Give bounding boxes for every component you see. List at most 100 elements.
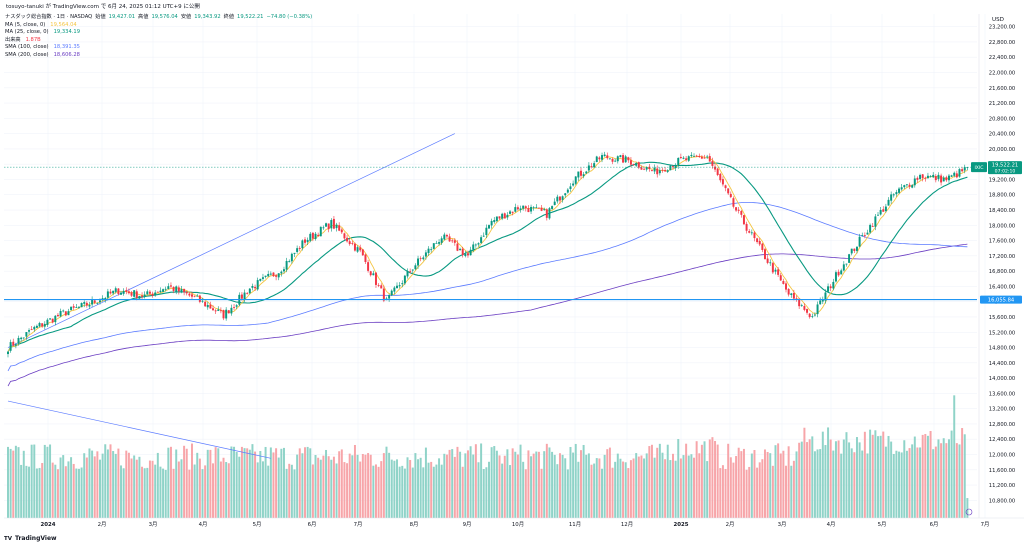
- volume-bar: [91, 450, 94, 518]
- candle-body: [201, 300, 204, 302]
- volume-bar: [346, 463, 349, 518]
- price-tick: 11,200.00: [989, 483, 1015, 489]
- candle-body: [141, 295, 144, 297]
- candle-body: [842, 264, 845, 271]
- legend-indicator-ma25[interactable]: MA (25, close, 0) 19,334.19: [5, 29, 312, 37]
- candle-body: [235, 305, 238, 307]
- candle-body: [20, 337, 23, 340]
- candle-body: [453, 240, 456, 243]
- candle-body: [503, 213, 506, 219]
- candle-body: [91, 299, 94, 305]
- candle-body: [206, 304, 209, 308]
- price-tick: 18,800.00: [989, 193, 1015, 199]
- candle-body: [427, 248, 430, 254]
- volume-bar: [792, 460, 795, 518]
- volume-bar: [669, 460, 672, 518]
- legend-indicator-volume[interactable]: 出来高 1.87B: [5, 37, 312, 45]
- candle-body: [80, 303, 83, 308]
- volume-bar: [750, 453, 753, 518]
- price-tick: 22,800.00: [989, 40, 1015, 46]
- time-axis[interactable]: 2024 2月 3月 4月 5月 6月 7月 8月 9月 10月 11月 12月 2025 2月 3月 4月 5…: [4, 517, 1024, 528]
- volume-bar: [380, 461, 383, 518]
- volume-bar: [753, 450, 756, 518]
- volume-bar: [388, 452, 391, 518]
- candle-body: [367, 262, 370, 271]
- candle-body: [905, 184, 908, 186]
- volume-bar: [88, 448, 91, 518]
- volume-bar: [17, 447, 20, 518]
- volume-bar: [545, 443, 548, 518]
- volume-bar: [438, 458, 441, 518]
- candle-body: [685, 158, 688, 161]
- candle-body: [850, 248, 853, 254]
- legend-indicator-sma200[interactable]: SMA (200, close) 18,606.28: [5, 52, 312, 60]
- volume-bar: [38, 467, 41, 518]
- volume-bar: [934, 446, 937, 518]
- volume-bar: [212, 463, 215, 518]
- volume-bar: [46, 446, 49, 518]
- volume-bar: [524, 469, 527, 518]
- candle-body: [204, 301, 207, 307]
- volume-bar: [756, 467, 759, 518]
- candle-body: [340, 229, 343, 233]
- indicator-value: 18,606.28: [53, 51, 80, 58]
- candle-body: [75, 307, 78, 308]
- candle-body: [290, 253, 293, 262]
- candle-body: [346, 237, 349, 242]
- candle-body: [742, 215, 745, 225]
- volume-bar: [648, 446, 651, 518]
- candle-body: [735, 207, 738, 211]
- time-tick: 4月: [827, 521, 836, 528]
- volume-bar: [614, 461, 617, 518]
- tradingview-logo-icon[interactable]: TV: [4, 535, 13, 542]
- candle-body: [70, 306, 73, 311]
- volume-bar: [298, 448, 301, 518]
- volume-bar: [653, 457, 656, 518]
- volume-bar: [819, 449, 822, 518]
- volume-bar: [858, 442, 861, 518]
- candle-body: [890, 194, 893, 201]
- tradingview-logo-text[interactable]: TradingView: [15, 535, 57, 542]
- trend-lines: [7, 133, 455, 459]
- candle-body: [753, 232, 756, 239]
- price-axis[interactable]: USD 23,200.00 22,800.00 22,400.00 22,000.00 2…: [978, 14, 1015, 518]
- volume-bar: [590, 464, 593, 518]
- legend-indicator-sma100[interactable]: SMA (100, close) 18,391.35: [5, 44, 312, 52]
- candle-body: [490, 220, 493, 226]
- volume-bar: [693, 457, 696, 518]
- volume-bar: [790, 465, 793, 518]
- candle-body: [871, 226, 874, 227]
- legend-indicator-ma5[interactable]: MA (5, close, 0) 19,564.04: [5, 22, 312, 30]
- candle-body: [230, 307, 233, 314]
- candle-body: [926, 175, 929, 179]
- volume-bar: [595, 458, 598, 518]
- time-tick: 6月: [308, 521, 317, 528]
- candle-body: [172, 286, 175, 291]
- candle-body: [942, 177, 945, 182]
- candle-body: [159, 290, 162, 293]
- candle-body: [934, 176, 937, 181]
- candle-body: [380, 285, 383, 289]
- volume-bar: [64, 466, 67, 518]
- volume-bar: [435, 464, 438, 518]
- volume-bar: [947, 439, 950, 518]
- candle-body: [469, 249, 472, 256]
- volume-bar: [72, 463, 75, 518]
- candle-body: [54, 315, 57, 323]
- candle-body: [62, 310, 65, 312]
- volume-bar: [806, 442, 809, 518]
- candle-body: [737, 209, 740, 211]
- candle-body: [695, 155, 698, 157]
- volume-bar: [658, 443, 661, 518]
- volume-bar: [695, 441, 698, 518]
- volume-bar: [28, 466, 31, 518]
- candle-body: [83, 302, 86, 304]
- candle-body: [740, 211, 743, 215]
- volume-bar: [12, 450, 15, 518]
- candle-body: [519, 208, 522, 211]
- volume-bar: [782, 450, 785, 518]
- volume-bar: [367, 453, 370, 518]
- legend-low-label: 安値: [180, 14, 192, 20]
- candle-body: [317, 234, 320, 237]
